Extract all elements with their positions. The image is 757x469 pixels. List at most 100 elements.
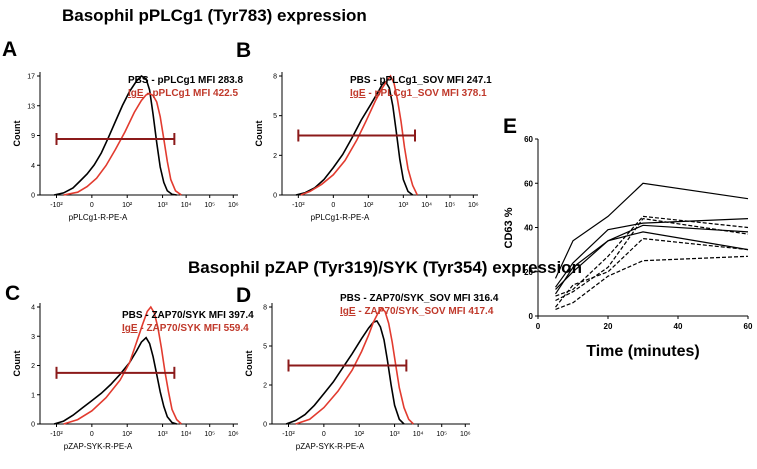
y-axis-label: CD63 % [503, 207, 515, 248]
legend-prefix: IgE [340, 306, 356, 317]
legend-text: - ZAP70/SYK_SOV MFI 316.4 [361, 293, 499, 304]
y-tick-label: 20 [524, 268, 533, 277]
x-tick-label: 10⁵ [204, 431, 215, 438]
x-axis-label: pZAP-SYK-R-PE-A [64, 442, 133, 451]
x-tick-label: 10⁶ [460, 431, 471, 438]
legend-entry-pbs: PBS - pPLCg1_SOV MFI 247.1 [350, 75, 492, 86]
y-tick-label: 5 [273, 113, 277, 120]
x-axis-label: pPLCg1-R-PE-A [311, 213, 370, 222]
panel-d: D 0 2 5 8 Count -10² 0 10² 10³ 10⁴ 10⁵ 10⁶ pZAP-SYK-R… [236, 284, 499, 451]
series-line-solid-2 [555, 218, 749, 288]
y-tick-label: 3 [31, 334, 35, 341]
panel-letter: A [2, 38, 17, 61]
series-line-solid-4 [554, 231, 749, 295]
panel-e: E 0 20 40 60 60 0 20 40 60 Time (minutes) CD63 % [503, 115, 753, 360]
series-line-dashed-4 [555, 255, 749, 310]
x-tick-label: 10⁵ [204, 202, 215, 209]
y-tick-label: 2 [31, 363, 35, 370]
x-tick-label: 10⁴ [181, 202, 192, 209]
x-tick-label: 20 [604, 322, 613, 331]
histogram-line-ige [295, 306, 414, 425]
x-axis-label: pPLCg1-R-PE-A [69, 213, 128, 222]
x-tick-label: 40 [674, 322, 683, 331]
y-tick-label-top: 60 [524, 135, 533, 144]
legend-prefix: IgE [128, 88, 144, 99]
histogram-line-ige [63, 92, 182, 196]
y-tick-label: 8 [273, 74, 277, 81]
y-tick-label: 4 [31, 305, 35, 312]
x-tick-label: 10³ [390, 431, 401, 438]
legend-entry-ige: IgE - pPLCg1 MFI 422.5 [128, 88, 238, 99]
x-tick-label: 10³ [158, 431, 169, 438]
x-tick-label: 10⁵ [445, 202, 456, 209]
legend-text: - pPLCg1 MFI 283.8 [149, 75, 244, 86]
legend-prefix: PBS [350, 75, 371, 86]
legend-text: - ZAP70/SYK_SOV MFI 417.4 [356, 306, 494, 317]
y-tick-label: 0 [273, 193, 277, 200]
y-tick-label: 9 [31, 133, 35, 140]
x-tick-label: 10² [122, 431, 133, 438]
legend-prefix: IgE [350, 88, 366, 99]
histogram-line-ige [300, 74, 419, 196]
x-tick-label: -10² [50, 202, 63, 209]
x-tick-label: 10⁶ [228, 202, 239, 209]
x-tick-label: 0 [536, 322, 541, 331]
x-tick-label: 10⁵ [436, 431, 447, 438]
panel-letter: D [236, 284, 251, 307]
x-tick-label: 0 [322, 431, 326, 438]
legend-prefix: PBS [122, 310, 143, 321]
legend-text: - pPLCg1_SOV MFI 378.1 [366, 88, 488, 99]
x-axis-label: pZAP-SYK-R-PE-A [296, 442, 365, 451]
x-axis-label: Time (minutes) [586, 343, 700, 360]
histogram-line-ige [63, 305, 182, 425]
x-tick-label: 10⁴ [413, 431, 424, 438]
panel-letter: C [5, 282, 20, 305]
series-line-solid-1 [554, 182, 749, 279]
x-tick-label: 0 [331, 202, 335, 209]
y-axis-label: Count [12, 351, 22, 377]
panel-letter: B [236, 39, 251, 62]
legend-entry-pbs: PBS - ZAP70/SYK_SOV MFI 316.4 [340, 293, 499, 304]
y-tick-label: 0 [31, 422, 35, 429]
y-axis-label: Count [12, 121, 22, 147]
x-tick-label: 10³ [398, 202, 409, 209]
y-tick-label: 5 [263, 344, 267, 351]
histogram-line-pbs [295, 80, 414, 196]
x-tick-label: 10² [122, 202, 133, 209]
x-tick-label: -10² [292, 202, 305, 209]
legend-entry-pbs: PBS - pPLCg1 MFI 283.8 [128, 75, 243, 86]
y-tick-label: 8 [263, 305, 267, 312]
y-tick-label: 17 [27, 74, 35, 81]
x-tick-label: -10² [282, 431, 295, 438]
legend-text: - pPLCg1 MFI 422.5 [144, 88, 239, 99]
axis-frame [271, 303, 470, 425]
legend-entry-ige: IgE - ZAP70/SYK_SOV MFI 417.4 [340, 306, 494, 317]
section1-title: Basophil pPLCg1 (Tyr783) expression [62, 6, 367, 25]
legend-prefix: PBS [340, 293, 361, 304]
x-tick-label: 60 [744, 322, 753, 331]
x-tick-label: 10⁶ [468, 202, 479, 209]
y-tick-label: 0 [263, 422, 267, 429]
legend-entry-ige: IgE - pPLCg1_SOV MFI 378.1 [350, 88, 487, 99]
histogram-line-pbs [53, 336, 177, 425]
histogram-line-pbs [53, 74, 177, 196]
y-axis-label: Count [244, 351, 254, 377]
y-tick-label: 0 [31, 193, 35, 200]
x-tick-label: -10² [50, 431, 63, 438]
y-tick-label: 13 [27, 103, 35, 110]
x-tick-label: 10³ [158, 202, 169, 209]
y-tick-label: 4 [31, 163, 35, 170]
legend-entry-ige: IgE - ZAP70/SYK MFI 559.4 [122, 323, 249, 334]
x-tick-label: 0 [90, 431, 94, 438]
legend-prefix: PBS [128, 75, 149, 86]
histogram-line-pbs [285, 320, 405, 425]
x-tick-label: 10⁶ [228, 431, 239, 438]
y-tick-label: 1 [31, 392, 35, 399]
legend-text: - ZAP70/SYK MFI 397.4 [143, 310, 255, 321]
section2-title: Basophil pZAP (Tyr319)/SYK (Tyr354) expr… [188, 258, 582, 277]
x-tick-label: 10² [363, 202, 374, 209]
legend-prefix: IgE [122, 323, 138, 334]
x-tick-label: 10² [354, 431, 365, 438]
y-axis-label: Count [254, 121, 264, 147]
